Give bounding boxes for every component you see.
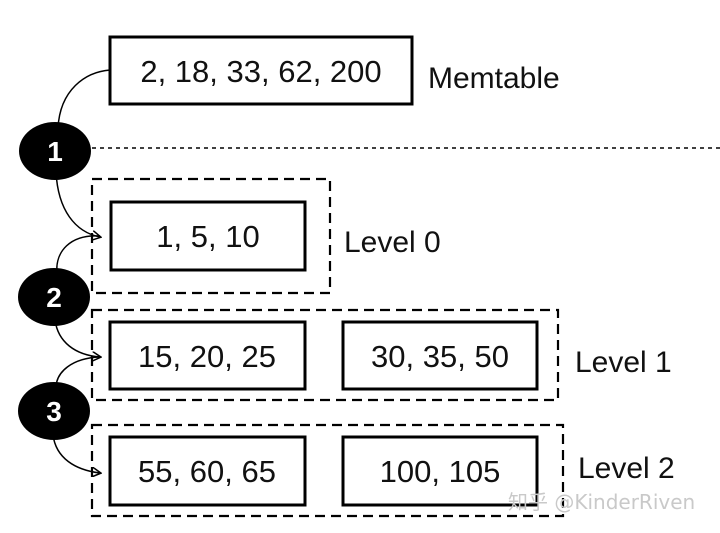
step-2-marker: 2: [18, 268, 90, 326]
level-0-label: Level 0: [344, 226, 441, 259]
level-1-label: Level 1: [575, 346, 672, 379]
sstable-values: 100, 105: [380, 454, 501, 489]
level-2: 55, 60, 65 100, 105 Level 2: [90, 423, 675, 518]
sstable-values: 55, 60, 65: [138, 454, 276, 489]
step-1-marker: 1: [19, 122, 91, 180]
watermark: 知乎 @KinderRiven: [508, 490, 695, 514]
compaction-arrow: [52, 434, 100, 473]
sstable-values: 15, 20, 25: [138, 339, 276, 374]
compaction-arrow: [56, 235, 101, 274]
step-3-number: 3: [46, 396, 62, 427]
memtable-box: [108, 35, 414, 106]
step-3-marker: 3: [18, 382, 90, 440]
sstable-values: 1, 5, 10: [156, 219, 259, 254]
level-1: 15, 20, 25 30, 35, 50 Level 1: [90, 308, 672, 402]
memtable: 2, 18, 33, 62, 200 Memtable: [108, 35, 560, 106]
compaction-arrow: [54, 319, 100, 357]
sstable-box: [109, 200, 307, 272]
step-2-number: 2: [46, 282, 62, 313]
sstable-values: 30, 35, 50: [371, 339, 509, 374]
sstable-box: [108, 320, 307, 391]
level-1-frame: [90, 308, 560, 402]
flush-arrow: [55, 171, 100, 237]
step-1-number: 1: [47, 136, 63, 167]
level-2-label: Level 2: [578, 452, 675, 485]
sstable-box: [108, 435, 307, 507]
flush-arrow: [57, 69, 111, 129]
memtable-values: 2, 18, 33, 62, 200: [140, 54, 381, 89]
sstable-box: [341, 435, 539, 507]
sstable-box: [341, 320, 539, 391]
memtable-label: Memtable: [428, 62, 560, 95]
level-0: 1, 5, 10 Level 0: [90, 177, 441, 295]
